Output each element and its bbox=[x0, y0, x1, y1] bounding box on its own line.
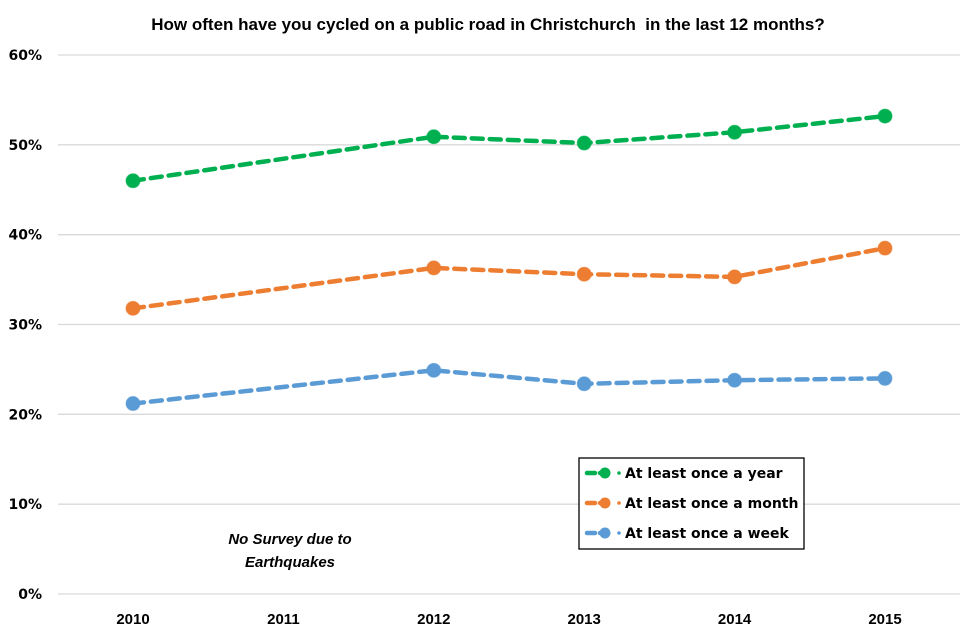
data-point bbox=[877, 240, 893, 256]
legend-marker bbox=[599, 467, 611, 479]
legend-marker bbox=[599, 497, 611, 509]
y-axis-ticks: 0% 10% 20% 30% 40% 50% 60% bbox=[8, 48, 42, 603]
chart-title: How often have you cycled on a public ro… bbox=[151, 15, 825, 34]
y-tick-label: 0% bbox=[18, 587, 42, 603]
gridlines bbox=[58, 54, 960, 595]
data-point bbox=[727, 372, 743, 388]
legend-label: At least once a week bbox=[625, 526, 790, 542]
legend-item: At least once a month bbox=[584, 496, 798, 512]
data-point bbox=[125, 300, 141, 316]
data-point bbox=[727, 124, 743, 140]
x-tick-label: 2013 bbox=[568, 611, 601, 628]
x-tick-label: 2010 bbox=[116, 611, 149, 628]
y-tick-label: 60% bbox=[8, 48, 42, 64]
series-line bbox=[130, 113, 888, 184]
annotation-line-1: No Survey due to bbox=[228, 531, 351, 548]
data-point bbox=[877, 370, 893, 386]
legend-dot bbox=[617, 471, 621, 475]
data-point bbox=[426, 129, 442, 145]
series-lines bbox=[125, 108, 893, 412]
annotation-line-2: Earthquakes bbox=[245, 554, 335, 571]
legend-label: At least once a year bbox=[625, 466, 783, 482]
data-point bbox=[576, 266, 592, 282]
y-tick-label: 30% bbox=[8, 318, 42, 334]
series-2 bbox=[125, 240, 893, 316]
x-tick-label: 2015 bbox=[868, 611, 901, 628]
legend-item: At least once a week bbox=[584, 526, 790, 542]
data-point bbox=[426, 260, 442, 276]
series-line bbox=[130, 245, 888, 311]
legend-marker bbox=[599, 527, 611, 539]
x-tick-label: 2012 bbox=[417, 611, 450, 628]
data-point bbox=[576, 135, 592, 151]
y-tick-label: 20% bbox=[8, 407, 42, 423]
y-tick-label: 10% bbox=[8, 497, 42, 513]
legend-label: At least once a month bbox=[625, 496, 798, 512]
legend-dot bbox=[617, 501, 621, 505]
data-point bbox=[576, 376, 592, 392]
legend-box bbox=[578, 457, 805, 550]
legend: At least once a year At least once a mont… bbox=[578, 457, 805, 550]
data-point bbox=[125, 173, 141, 189]
series-line bbox=[130, 368, 888, 406]
series-3 bbox=[125, 362, 893, 412]
x-tick-label: 2011 bbox=[267, 611, 300, 628]
legend-item: At least once a year bbox=[584, 466, 783, 482]
y-tick-label: 50% bbox=[8, 138, 42, 154]
x-tick-label: 2014 bbox=[718, 611, 752, 628]
annotation-no-survey: No Survey due to Earthquakes bbox=[228, 531, 351, 571]
legend-dot bbox=[617, 531, 621, 535]
y-tick-label: 40% bbox=[8, 228, 42, 244]
series-1 bbox=[125, 108, 893, 189]
data-point bbox=[877, 108, 893, 124]
data-point bbox=[727, 269, 743, 285]
x-axis-ticks: 2010 2011 2012 2013 2014 2015 bbox=[116, 611, 901, 628]
data-point bbox=[125, 396, 141, 412]
data-point bbox=[426, 362, 442, 378]
